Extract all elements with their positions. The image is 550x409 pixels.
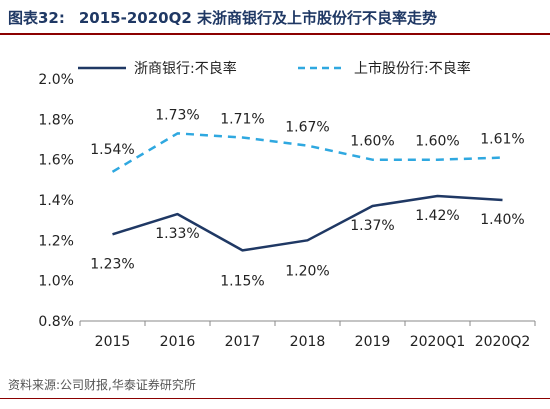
data-label-zheshang: 1.37%: [350, 218, 394, 234]
y-tick-label: 1.8%: [38, 112, 74, 128]
y-tick-label: 1.2%: [38, 233, 74, 249]
x-tick-label: 2017: [225, 334, 261, 350]
title-divider: [0, 33, 550, 35]
series-layer: [111, 132, 503, 252]
figure-label: 图表32:: [8, 8, 65, 27]
series-line-zheshang: [112, 194, 503, 252]
x-tick-label: 2015: [95, 334, 131, 350]
legend-label-listed-joint-stock: 上市股份行:不良率: [354, 60, 471, 77]
data-label-zheshang: 1.15%: [220, 273, 264, 289]
x-tick-label: 2018: [290, 334, 326, 350]
series-line-listed-joint-stock: [111, 132, 503, 173]
x-tick-label: 2019: [355, 334, 391, 350]
legend: 浙商银行:不良率 上市股份行:不良率: [78, 60, 471, 77]
data-label-listed-joint-stock: 1.67%: [285, 120, 329, 136]
data-labels: 1.23% 1.33% 1.15% 1.20% 1.37% 1.42% 1.40% 1.54%…: [90, 107, 524, 289]
data-label-listed-joint-stock: 1.60%: [415, 134, 459, 150]
legend-label-zheshang: 浙商银行:不良率: [134, 60, 237, 77]
data-label-zheshang: 1.40%: [480, 212, 524, 228]
data-label-listed-joint-stock: 1.73%: [155, 107, 199, 123]
source-note: 资料来源:公司财报,华泰证券研究所: [8, 378, 196, 392]
x-tick-label: 2016: [160, 334, 196, 350]
data-label-listed-joint-stock: 1.61%: [480, 132, 524, 148]
data-label-zheshang: 1.20%: [285, 263, 329, 279]
data-label-listed-joint-stock: 1.71%: [220, 111, 264, 127]
y-tick-label: 1.4%: [38, 193, 74, 209]
y-tick-label: 1.6%: [38, 153, 74, 169]
bottom-divider: [0, 398, 550, 399]
line-chart: 0.8%1.0%1.2%1.4%1.6%1.8%2.0% 2015 2016 201…: [38, 60, 536, 350]
figure-title: 2015-2020Q2 末浙商银行及上市股份行不良率走势: [78, 8, 438, 27]
figure-header: 图表32: 2015-2020Q2 末浙商银行及上市股份行不良率走势: [8, 4, 544, 30]
data-label-zheshang: 1.23%: [90, 256, 134, 272]
y-tick-label: 1.0%: [38, 274, 74, 290]
data-label-zheshang: 1.33%: [155, 226, 199, 242]
data-label-zheshang: 1.42%: [415, 208, 459, 224]
data-label-listed-joint-stock: 1.60%: [350, 134, 394, 150]
x-axis: 2015 2016 2017 2018 2019 2020Q1 2020Q2: [79, 320, 536, 350]
y-axis: 0.8% 1.0% 1.2% 1.4% 1.6% 1.8% 2.0%: [38, 72, 74, 330]
y-tick-label: 2.0%: [38, 72, 74, 88]
x-tick-label: 2020Q2: [475, 334, 531, 350]
data-label-listed-joint-stock: 1.54%: [90, 142, 134, 158]
y-tick-label: 0.8%: [38, 314, 74, 330]
x-tick-label: 2020Q1: [410, 334, 466, 350]
